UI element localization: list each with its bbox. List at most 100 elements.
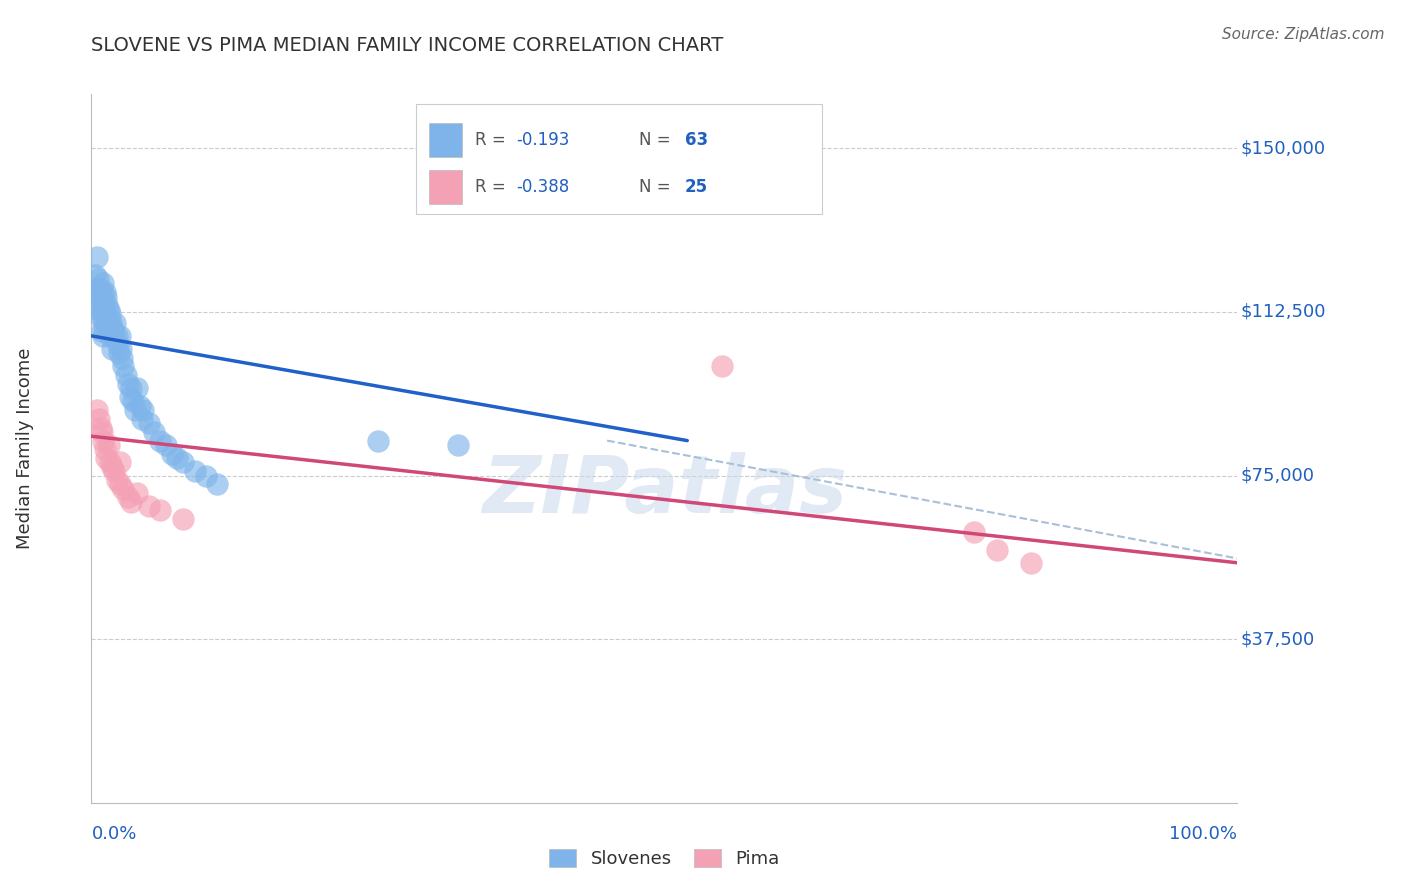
Point [94, 285, 117, 300]
FancyBboxPatch shape [416, 104, 823, 214]
Point [108, 455, 131, 469]
Point [128, 399, 150, 413]
Text: 25: 25 [685, 178, 709, 195]
Point [160, 447, 183, 461]
Text: R =: R = [475, 131, 512, 150]
Point [447, 438, 470, 452]
Point [96, 451, 118, 466]
Point [101, 342, 124, 356]
Text: $150,000: $150,000 [1240, 139, 1326, 157]
Point [108, 346, 131, 360]
Point [138, 416, 160, 430]
Point [90, 325, 112, 339]
Point [131, 411, 153, 425]
Point [96, 320, 118, 334]
Text: $37,500: $37,500 [1240, 630, 1315, 648]
Point [91, 311, 114, 326]
Point [100, 316, 122, 330]
Point [166, 451, 188, 466]
FancyBboxPatch shape [429, 169, 461, 203]
Point [120, 390, 142, 404]
Point [87, 272, 110, 286]
FancyBboxPatch shape [429, 123, 461, 158]
Text: 0.0%: 0.0% [91, 825, 136, 843]
Point [149, 503, 172, 517]
Legend: Slovenes, Pima: Slovenes, Pima [543, 841, 786, 875]
Point [1019, 556, 1042, 570]
Text: Source: ZipAtlas.com: Source: ZipAtlas.com [1222, 27, 1385, 42]
Point [108, 477, 131, 491]
Point [104, 316, 127, 330]
Point [103, 329, 125, 343]
Point [89, 411, 111, 425]
Point [90, 289, 112, 303]
Text: -0.193: -0.193 [516, 131, 569, 150]
Point [110, 342, 132, 356]
Point [132, 403, 155, 417]
Text: ZIPatlas: ZIPatlas [482, 451, 846, 530]
Text: -0.388: -0.388 [516, 178, 569, 195]
Point [127, 381, 149, 395]
Point [367, 434, 389, 448]
Point [90, 311, 112, 326]
Point [114, 368, 136, 383]
Point [91, 434, 114, 448]
Point [101, 320, 124, 334]
Point [91, 329, 114, 343]
Point [105, 473, 128, 487]
Point [143, 425, 166, 439]
Point [117, 376, 139, 391]
Point [90, 285, 112, 300]
Point [93, 302, 115, 317]
Point [84, 285, 107, 300]
Point [710, 359, 733, 374]
Text: $75,000: $75,000 [1240, 467, 1315, 484]
Point [97, 302, 120, 317]
Point [94, 307, 117, 321]
Text: $112,500: $112,500 [1240, 303, 1326, 321]
Point [91, 277, 114, 291]
Point [86, 281, 108, 295]
Point [86, 250, 108, 264]
Point [172, 512, 194, 526]
Point [111, 351, 134, 365]
Point [96, 311, 118, 326]
Point [194, 468, 217, 483]
Text: R =: R = [475, 178, 512, 195]
Point [986, 542, 1008, 557]
Point [96, 298, 118, 312]
Text: SLOVENE VS PIMA MEDIAN FAMILY INCOME CORRELATION CHART: SLOVENE VS PIMA MEDIAN FAMILY INCOME COR… [91, 36, 724, 54]
Text: N =: N = [640, 131, 676, 150]
Point [172, 455, 194, 469]
Point [101, 459, 124, 474]
Point [91, 293, 114, 308]
Point [94, 442, 117, 457]
Point [138, 499, 160, 513]
Point [97, 438, 120, 452]
Point [105, 329, 128, 343]
Point [121, 394, 143, 409]
Point [89, 281, 111, 295]
Point [121, 381, 143, 395]
Point [103, 464, 125, 478]
Text: Median Family Income: Median Family Income [17, 348, 34, 549]
Point [101, 325, 124, 339]
Point [183, 464, 205, 478]
Text: 100.0%: 100.0% [1170, 825, 1237, 843]
Point [83, 268, 105, 282]
Point [96, 289, 118, 303]
Point [98, 329, 121, 343]
Point [127, 486, 149, 500]
Point [155, 438, 177, 452]
Point [90, 425, 112, 439]
Point [112, 482, 135, 496]
Point [121, 494, 143, 508]
Text: 63: 63 [685, 131, 709, 150]
Point [124, 403, 146, 417]
Point [86, 403, 108, 417]
Point [98, 455, 121, 469]
Point [93, 320, 115, 334]
Point [89, 302, 111, 317]
Point [98, 307, 121, 321]
Text: N =: N = [640, 178, 676, 195]
